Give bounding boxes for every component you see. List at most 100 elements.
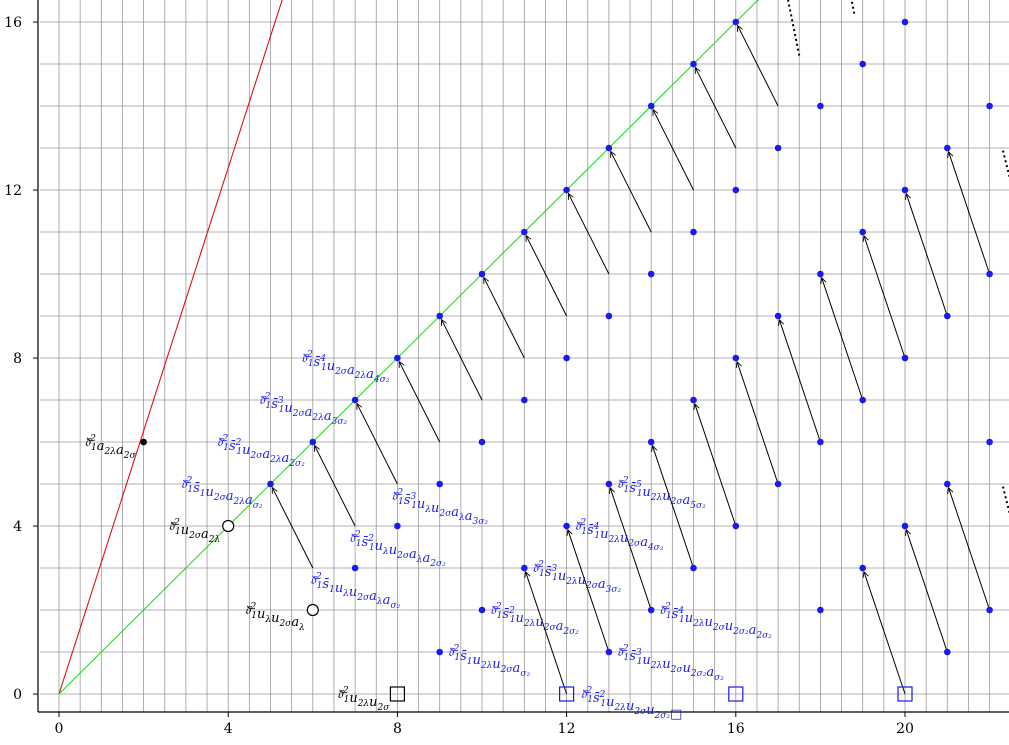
blue-dot xyxy=(478,606,486,614)
differential-arrow xyxy=(949,488,991,611)
differential-arrow xyxy=(822,278,864,401)
blue-dot xyxy=(521,228,528,236)
green-line-continuation xyxy=(756,0,760,2)
point-label: 𝔡̄2 1s̄3 1u2λu2σa3σ₂ xyxy=(532,560,621,595)
blue-dot xyxy=(690,60,697,68)
blue-dot xyxy=(605,312,613,320)
blue-dot xyxy=(774,144,782,152)
differential-arrow xyxy=(357,404,398,485)
point-label: 𝔡̄2 1s̄4 1u2λu2σa4σ₂ xyxy=(575,518,664,553)
blue-dot xyxy=(986,270,993,278)
differential-arrow xyxy=(441,320,483,401)
differential-arrow xyxy=(906,530,948,653)
blue-dot xyxy=(986,606,993,614)
blue-dot xyxy=(944,480,951,488)
blue-dot xyxy=(478,270,486,278)
blue-dot xyxy=(901,522,909,530)
blue-dot xyxy=(817,438,824,446)
blue-dot xyxy=(605,648,613,656)
arrows xyxy=(272,0,1009,695)
point-label: 𝔡̄2 1a2λa2σ xyxy=(84,434,136,461)
blue-dot xyxy=(605,144,613,152)
blue-dot xyxy=(859,228,866,236)
blue-dot xyxy=(351,564,359,572)
point-label: 𝔡̄2 1s̄2 1u2λu2σu2σ₂□ xyxy=(581,686,683,722)
blue-dot xyxy=(436,648,444,656)
differential-arrow xyxy=(399,362,441,443)
blue-dot xyxy=(521,396,528,404)
point-label: 𝔡̄2 1s̄3 1u2λu2σu2σ₂aσ₂ xyxy=(617,644,724,683)
x-tick-label: 16 xyxy=(727,721,745,737)
point-label: 𝔡̄2 1s̄4 1u2σa2λa4σ₂ xyxy=(301,350,390,385)
point-label: 𝔡̄2 1s̄1u2σa2λaσ₂ xyxy=(181,476,263,511)
blue-square xyxy=(897,686,913,702)
point-label: 𝔡̄2 1s̄4 1u2λu2σu2σ₂a2σ₂ xyxy=(659,602,772,641)
blue-dot xyxy=(563,354,570,362)
point-label: 𝔡̄2 1uλu2σaλ xyxy=(245,602,305,633)
differential-arrow xyxy=(611,152,652,233)
blue-dot xyxy=(647,270,655,278)
blue-dot xyxy=(690,564,697,572)
differential-arrow xyxy=(779,320,821,443)
point-label: 𝔡̄2 1u2σa2λ xyxy=(168,518,220,545)
grid xyxy=(40,0,1009,712)
blue-dot xyxy=(436,312,444,320)
blue-dot xyxy=(901,186,909,194)
x-tick-label: 20 xyxy=(896,721,914,737)
differential-arrow xyxy=(652,446,694,569)
blue-dot xyxy=(309,438,317,446)
blue-dot xyxy=(774,312,782,320)
blue-dot xyxy=(732,522,740,530)
x-tick-label: 8 xyxy=(393,721,402,737)
blue-dot xyxy=(774,480,782,488)
blue-dot xyxy=(647,606,655,614)
black-dot xyxy=(140,438,147,446)
point-label: 𝔡̄2 1s̄3 1uλu2σaλa3σ₂ xyxy=(391,488,488,527)
point-label: 𝔡̄2 1s̄2 1u2λu2σa2σ₂ xyxy=(490,602,579,637)
blue-dot xyxy=(859,60,866,68)
point-label: 𝔡̄2 1s̄1u2λu2σaσ₂ xyxy=(448,644,531,679)
blue-dot xyxy=(605,480,613,488)
blue-dot xyxy=(563,522,570,530)
blue-dot xyxy=(901,354,909,362)
blue-dot xyxy=(690,396,697,404)
y-tick-label: 8 xyxy=(13,351,22,367)
blue-dot xyxy=(436,480,444,488)
blue-dot xyxy=(859,396,866,404)
y-tick-label: 16 xyxy=(4,15,22,31)
point-label: 𝔡̄2 1s̄1uλu2σaλaσ₂ xyxy=(310,572,401,611)
point-label: 𝔡̄2 1s̄2 1uλu2σaλa2σ₂ xyxy=(349,530,446,569)
point-label: 𝔡̄2 1s̄3 1u2σa2λa3σ₂ xyxy=(259,392,348,427)
blue-dot xyxy=(944,312,951,320)
differential-arrow xyxy=(738,26,779,107)
y-tick-label: 0 xyxy=(13,687,22,703)
black-circle xyxy=(222,519,235,533)
blue-dot xyxy=(351,396,359,404)
differential-arrow xyxy=(949,152,991,275)
lines xyxy=(58,0,760,695)
y-tick-label: 4 xyxy=(13,519,22,535)
blue-dot xyxy=(690,228,697,236)
x-tick-label: 0 xyxy=(55,721,64,737)
blue-dot xyxy=(901,18,909,26)
differential-arrow-continuation xyxy=(787,0,801,56)
annotations: 𝔡̄2 1a2λa2σ 𝔡̄2 1u2σa2λ 𝔡̄2 1uλu2σaλ 𝔡̄2 1u2λu2… xyxy=(84,350,772,722)
blue-dot xyxy=(267,480,274,488)
blue-dot xyxy=(563,186,570,194)
x-tick-label: 4 xyxy=(224,721,233,737)
blue-dot xyxy=(817,102,824,110)
differential-arrow xyxy=(864,236,906,359)
blue-dot xyxy=(944,144,951,152)
differential-arrow xyxy=(695,68,737,149)
blue-dot xyxy=(521,564,528,572)
blue-dot xyxy=(647,438,655,446)
differential-arrow xyxy=(653,110,694,191)
differential-arrow xyxy=(737,362,779,485)
blue-dot xyxy=(732,186,740,194)
point-label: 𝔡̄2 1s̄2 1u2σa2λa2σ₂ xyxy=(217,434,306,469)
differential-arrow xyxy=(695,404,737,527)
blue-dot xyxy=(394,522,401,530)
blue-dot xyxy=(817,270,824,278)
axes: 0 4 8 12 16 20 0 4 8 12 16 xyxy=(4,0,1009,737)
black-square xyxy=(389,686,405,702)
